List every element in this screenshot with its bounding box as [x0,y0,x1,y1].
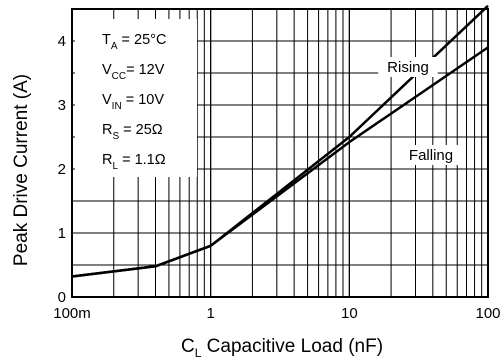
series-labels: Rising Falling [378,57,466,165]
series-lines [71,4,489,278]
y-tick-label: 0 [58,289,66,306]
x-tick-label: 100m [53,305,91,322]
tick-labels: 100m 1 10 100 0 1 2 3 4 [53,33,500,322]
series-label-background [396,145,466,165]
condition-label: TA = 25°C [102,32,166,52]
y-tick-label: 4 [58,33,66,50]
condition-label: VCC= 12V [102,62,165,82]
series-label-background [378,57,438,77]
condition-label: RL = 1.1Ω [102,152,166,172]
x-axis-label: CL Capacitive Load (nF) [181,336,383,360]
series-label-falling: Falling [409,147,453,164]
y-tick-label: 2 [58,161,66,178]
x-tick-label: 10 [341,305,358,322]
x-tick-label: 1 [206,305,214,322]
plot-border [71,8,489,298]
x-axis-label-subscript: L [195,346,202,360]
condition-label: RS = 25Ω [102,122,163,142]
plot-frame [71,8,489,298]
condition-label: VIN = 10V [102,92,164,112]
conditions-box: TA = 25°C VCC= 12V VIN = 10V RS = 25Ω RL = 1… [75,19,197,177]
y-axis-label: Peak Drive Current (A) [11,74,32,266]
y-tick-label: 1 [58,225,66,242]
y-tick-label: 3 [58,97,66,114]
x-tick-label: 100 [475,305,500,322]
series-label-rising: Rising [387,59,429,76]
series-line-falling [71,46,489,278]
conditions-box-background [75,19,197,177]
